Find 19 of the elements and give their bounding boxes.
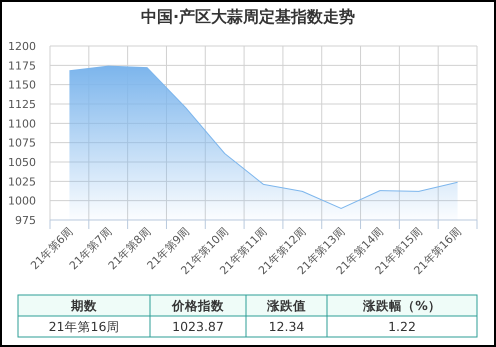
y-tick-label: 1000 xyxy=(8,194,36,208)
y-tick-label: 1050 xyxy=(8,156,36,169)
text: 12.34 xyxy=(268,319,304,334)
y-tick-label: 1150 xyxy=(8,78,36,92)
text: 21年第16周 xyxy=(48,319,120,334)
y-tick-label: 1125 xyxy=(8,98,36,111)
y-tick-label: 1175 xyxy=(8,59,36,72)
y-tick-label: 975 xyxy=(15,214,36,227)
text: 价格指数 xyxy=(171,298,225,313)
text: 涨跌幅（%） xyxy=(362,298,441,313)
text: 涨跌值 xyxy=(266,298,306,313)
y-tick-label: 1100 xyxy=(8,117,36,130)
y-tick-label: 1025 xyxy=(8,175,36,188)
chart-title: 中国·产区大蒜周定基指数走势 xyxy=(140,7,356,26)
text: 1.22 xyxy=(388,319,416,334)
y-tick-label: 1075 xyxy=(8,136,36,150)
text: 期数 xyxy=(70,298,98,313)
text: 1023.87 xyxy=(172,319,224,334)
y-tick-label: 1200 xyxy=(8,40,36,53)
